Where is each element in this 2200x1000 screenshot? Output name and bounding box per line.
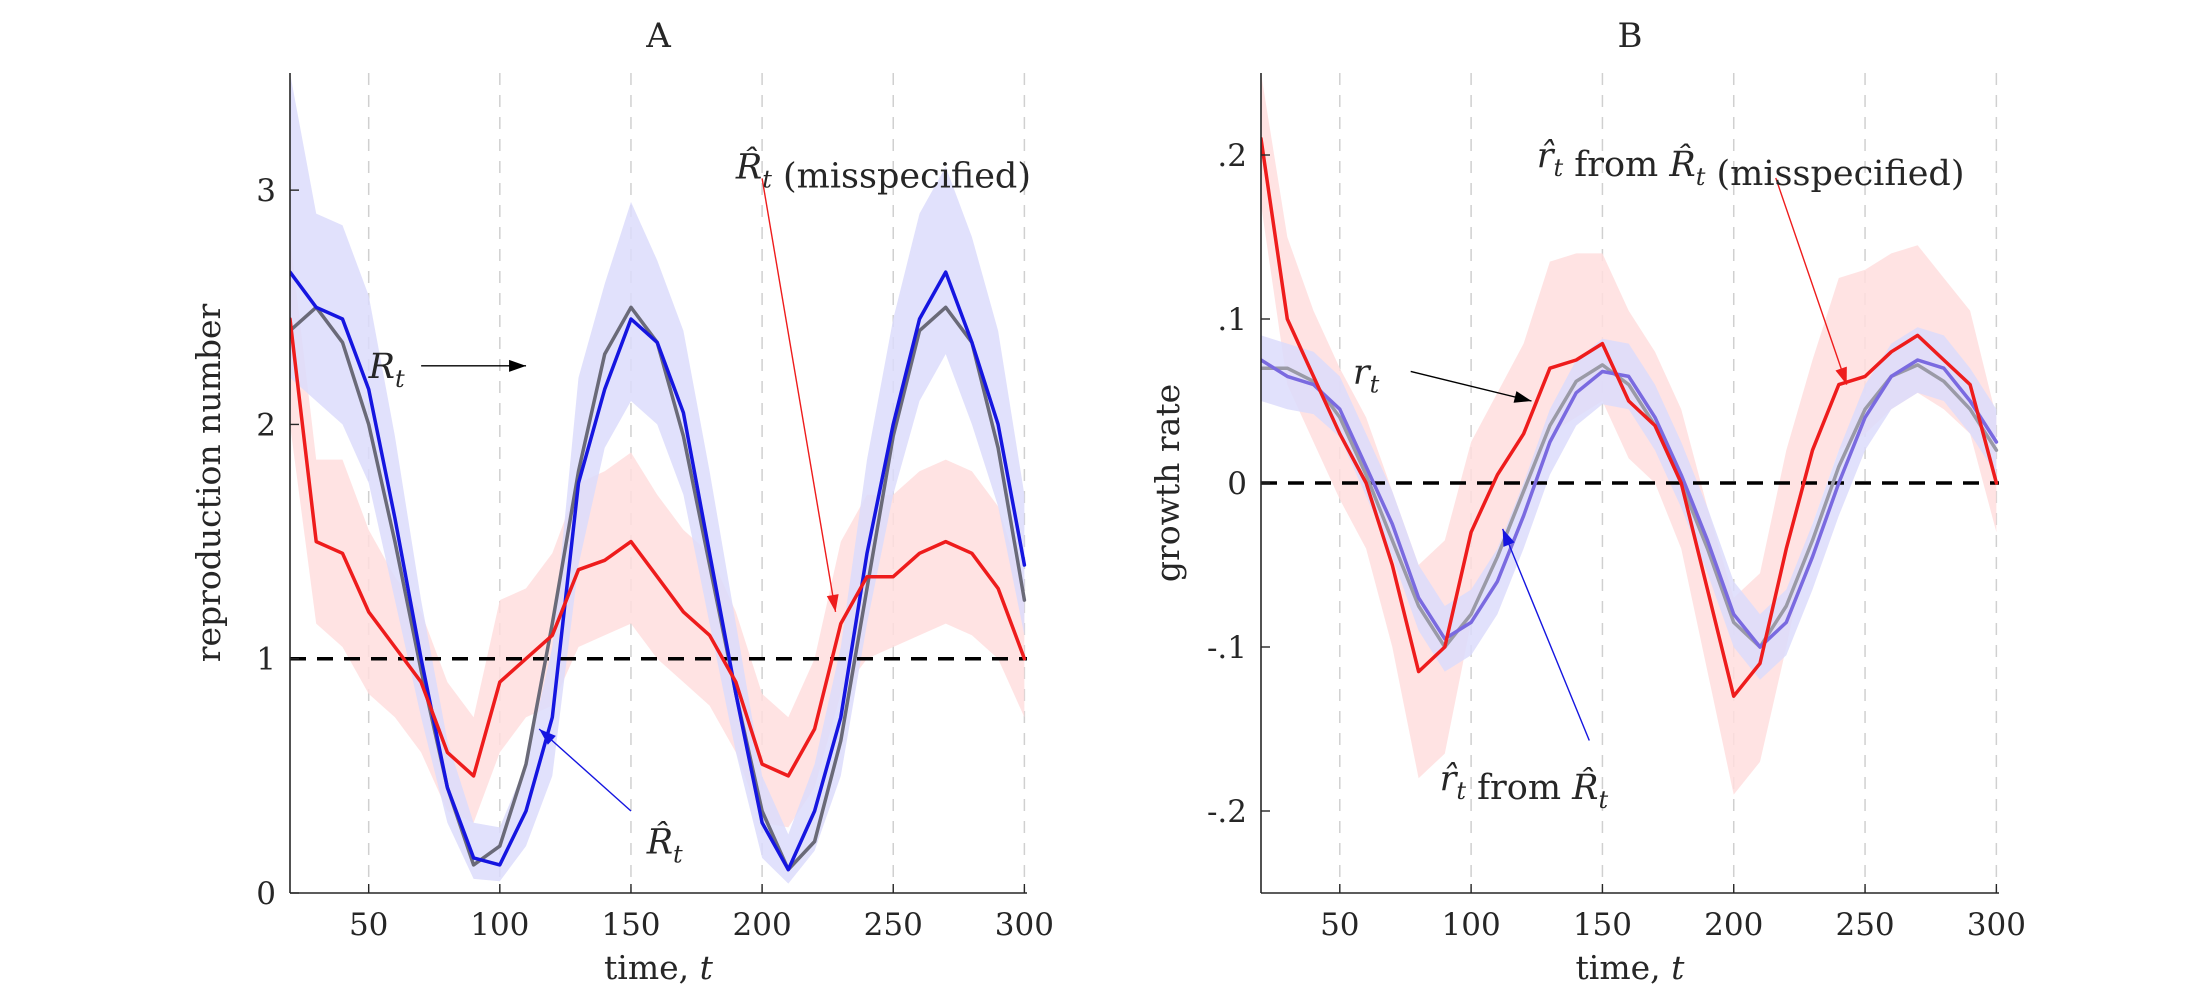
annotation-symbol: R̂ bbox=[735, 145, 762, 187]
annotation-symbol: R bbox=[368, 347, 395, 387]
x-tick-label: 50 bbox=[349, 907, 388, 943]
annotation-subscript: t bbox=[1370, 370, 1380, 398]
annotation-subscript: t bbox=[673, 840, 683, 868]
annotation-subscript: t bbox=[1599, 786, 1609, 814]
panel-title: A bbox=[645, 16, 671, 56]
annotation-arrow-line bbox=[1775, 177, 1848, 385]
y-tick-label: 3 bbox=[256, 173, 276, 209]
annotation-label: r̂t from R̂t (misspecified) bbox=[1537, 136, 1965, 194]
annotation-text: (misspecified) bbox=[772, 157, 1031, 197]
annotation-symbol: r̂ bbox=[1440, 759, 1459, 799]
x-tick-label: 50 bbox=[1320, 907, 1359, 943]
annotation-text: from bbox=[1563, 145, 1669, 185]
y-tick-label: 0 bbox=[1227, 466, 1247, 502]
x-axis-label-symbol: t bbox=[1671, 948, 1685, 987]
x-tick-label: 150 bbox=[601, 907, 660, 943]
annotation-arrow-line bbox=[1410, 370, 1532, 402]
x-tick-label: 100 bbox=[470, 907, 529, 943]
annotation-arrow-head bbox=[539, 729, 556, 745]
plot-area bbox=[290, 73, 1027, 884]
x-tick-label: 300 bbox=[1967, 907, 2026, 943]
x-axis-label-text: time, bbox=[604, 948, 700, 987]
annotation-arrow-line bbox=[761, 178, 837, 612]
y-tick-label: .2 bbox=[1217, 138, 1247, 174]
misspecified-series-line bbox=[290, 317, 1027, 778]
annotation-text: from bbox=[1466, 768, 1572, 808]
y-tick-label: -.2 bbox=[1207, 794, 1247, 830]
x-tick-label: 300 bbox=[995, 907, 1054, 943]
annotation-arrow-head bbox=[509, 359, 527, 372]
annotation-symbol: R̂ bbox=[1668, 143, 1695, 185]
annotation-subscript: t bbox=[1696, 163, 1706, 191]
x-tick-label: 200 bbox=[733, 907, 792, 943]
misspecified-series-line bbox=[1261, 136, 1999, 698]
annotation-symbol: r bbox=[1353, 352, 1372, 392]
annotation-subscript: t bbox=[1553, 154, 1563, 182]
x-axis-label: time, t bbox=[604, 948, 714, 987]
annotation-symbol: R̂ bbox=[646, 820, 673, 862]
y-axis-label: reproduction number bbox=[189, 303, 228, 662]
annotation-label: R̂t (misspecified) bbox=[735, 145, 1031, 196]
x-axis-label: time, t bbox=[1576, 948, 1686, 987]
annotation-arrow-line bbox=[1501, 528, 1590, 741]
plot-area bbox=[1261, 73, 1999, 795]
annotation-label: rt bbox=[1353, 352, 1380, 398]
annotation-arrow-head bbox=[1502, 528, 1515, 547]
annotation-label: Rt bbox=[368, 347, 405, 393]
y-axis-label: growth rate bbox=[1148, 384, 1187, 582]
x-axis-label-text: time, bbox=[1576, 948, 1672, 987]
annotation-label: R̂t bbox=[646, 820, 683, 868]
estimate-series-line bbox=[290, 270, 1027, 872]
annotation-arrow-head bbox=[1513, 391, 1532, 403]
x-tick-label: 150 bbox=[1573, 907, 1632, 943]
estimate-confidence-band bbox=[290, 73, 1025, 884]
y-tick-label: .1 bbox=[1217, 302, 1247, 338]
annotation-text: (misspecified) bbox=[1705, 154, 1964, 194]
x-tick-label: 200 bbox=[1704, 907, 1763, 943]
x-tick-label: 100 bbox=[1442, 907, 1501, 943]
y-tick-label: -.1 bbox=[1207, 630, 1247, 666]
panel-b: 50 100 150 200 250 300 -.2 -.1 0 .1 .2 time, t growt… bbox=[1148, 16, 2026, 987]
annotation-arrow-head bbox=[1835, 366, 1847, 385]
annotation-subscript: t bbox=[1456, 777, 1466, 805]
y-tick-label: 1 bbox=[256, 642, 276, 678]
annotation-subscript: t bbox=[762, 166, 772, 194]
x-tick-label: 250 bbox=[864, 907, 923, 943]
y-tick-label: 0 bbox=[256, 876, 276, 912]
x-axis-label-symbol: t bbox=[700, 948, 714, 987]
true-series-line bbox=[1261, 363, 1999, 649]
annotation-label: r̂t from R̂t bbox=[1440, 759, 1609, 814]
annotation-subscript: t bbox=[395, 365, 405, 393]
annotation-arrow-head bbox=[826, 594, 839, 612]
panel-title: B bbox=[1618, 16, 1643, 56]
estimate-series-line bbox=[1261, 358, 1999, 649]
x-tick-label: 250 bbox=[1835, 907, 1894, 943]
annotation-symbol: r̂ bbox=[1537, 136, 1556, 176]
panel-a: 50 100 150 200 250 300 0 1 2 3 time, t reproduction… bbox=[189, 16, 1054, 987]
y-tick-label: 2 bbox=[256, 407, 276, 443]
annotation-symbol: R̂ bbox=[1571, 766, 1598, 808]
annotation-arrow-line bbox=[538, 728, 632, 812]
